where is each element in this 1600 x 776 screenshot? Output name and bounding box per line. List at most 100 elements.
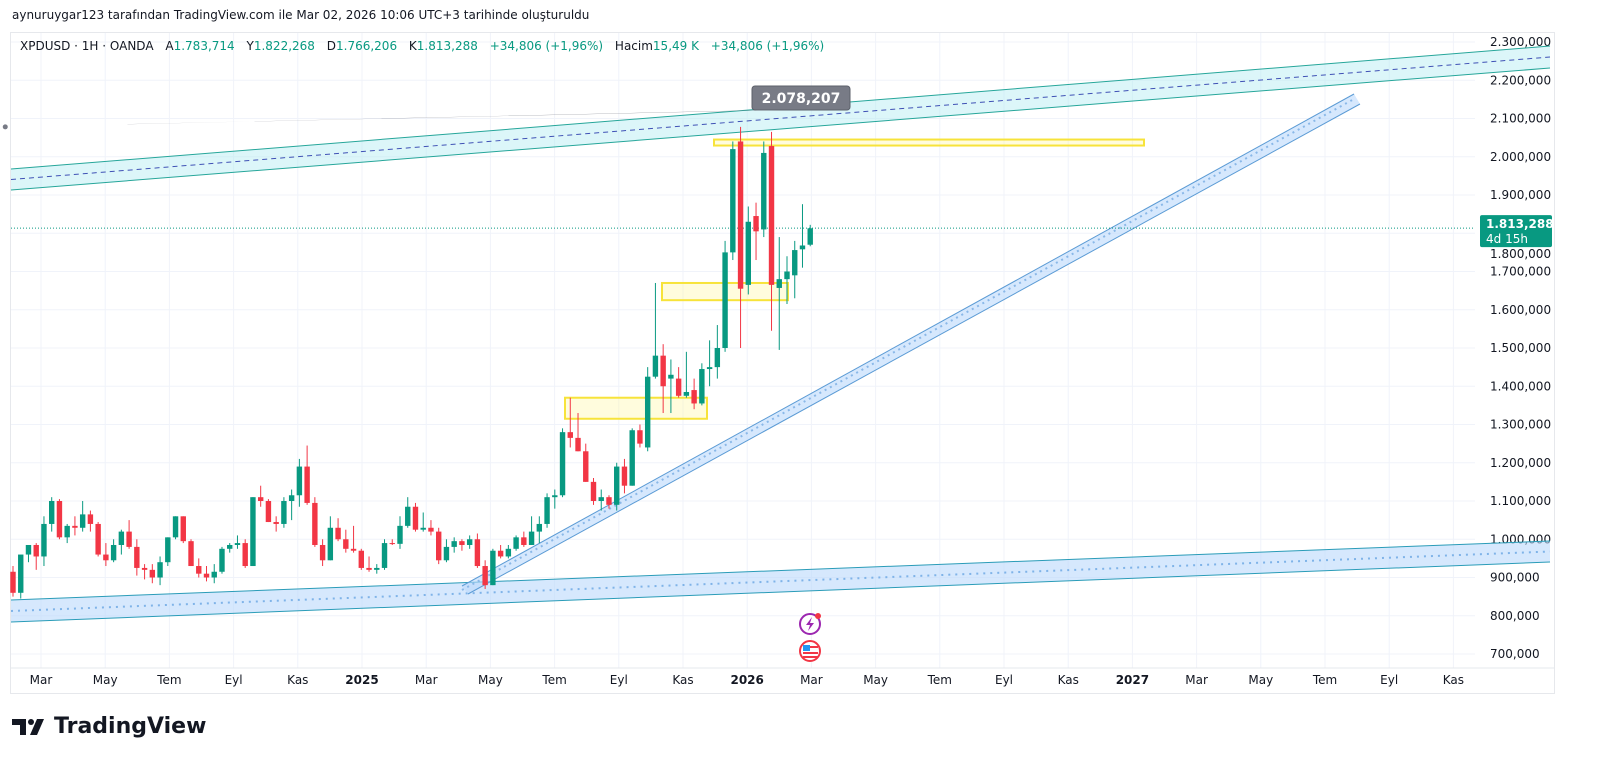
price-axis-label: 1.300,000	[1490, 418, 1551, 432]
candle-down	[567, 397, 573, 448]
candle-up	[397, 516, 403, 549]
candle-body	[544, 497, 550, 524]
candle-down	[660, 344, 666, 414]
price-callout: 2.078,207	[2, 85, 851, 130]
candle-down	[366, 556, 372, 572]
candle-down	[335, 518, 341, 542]
candle-body	[103, 554, 109, 561]
chart-frame	[10, 32, 1555, 694]
us-flag-event-icon[interactable]	[799, 640, 821, 662]
candle-body	[668, 374, 674, 379]
callout-box	[751, 85, 851, 111]
candle-up	[683, 351, 690, 398]
candle-down	[389, 539, 395, 545]
price-axis-label: 1.200,000	[1490, 456, 1551, 470]
price-axis-label: 2.000,000	[1490, 150, 1551, 164]
candle-down	[737, 126, 744, 348]
candle-body	[350, 548, 357, 551]
candle-down	[72, 516, 78, 536]
candle-up	[157, 556, 163, 586]
countdown-timer: 4d 15h	[1486, 232, 1528, 246]
top-parallel-channel-lower-line	[10, 67, 1551, 191]
candle-body	[428, 527, 434, 532]
candle-body	[675, 378, 682, 396]
candle-body	[227, 544, 233, 549]
legend-volume-label: Hacim	[614, 39, 653, 53]
candle-down	[583, 443, 589, 482]
candle-up	[41, 516, 47, 567]
time-axis-label: Kas	[672, 673, 693, 687]
candle-body	[288, 495, 295, 501]
candle-body	[482, 566, 488, 586]
candle-down	[180, 516, 186, 544]
candle-down	[343, 529, 349, 553]
legend-volume-change: +34,806 (+1,96%)	[710, 39, 825, 53]
candle-down	[606, 495, 612, 509]
candle-down	[134, 539, 140, 576]
candle-up	[776, 237, 782, 350]
candle-down	[459, 539, 465, 551]
candles	[10, 126, 813, 599]
supply-demand-zone	[713, 138, 1145, 147]
candle-body	[64, 525, 70, 538]
candle-down	[637, 424, 643, 448]
candle-body	[552, 495, 558, 498]
candle-body	[25, 544, 32, 555]
candle-body	[389, 543, 395, 545]
rising-channel-lower-line	[467, 103, 1361, 595]
time-axis-label: Eyl	[995, 673, 1013, 687]
callout-anchor	[2, 124, 8, 130]
candle-body	[784, 271, 790, 280]
candle-up	[219, 546, 225, 574]
candle-down	[33, 543, 39, 570]
candle-down	[257, 485, 264, 507]
candle-body	[559, 432, 566, 496]
candle-up	[544, 493, 550, 528]
candle-up	[49, 497, 55, 532]
candle-up	[536, 516, 543, 544]
candle-body	[211, 571, 217, 578]
bottom-parallel-channel-lower-line	[10, 561, 1551, 623]
candle-up	[629, 428, 635, 486]
tradingview-logo[interactable]: TradingView	[12, 714, 206, 739]
candle-up	[281, 497, 287, 528]
bottom-parallel-channel	[10, 540, 1551, 623]
legend-close: 1.813,288	[416, 39, 478, 53]
candle-down	[203, 566, 210, 582]
candle-body	[466, 539, 473, 545]
legend-symbol[interactable]: XPDUSD · 1H · OANDA	[20, 39, 154, 53]
time-axis-label: Eyl	[225, 673, 243, 687]
candle-up	[420, 512, 426, 532]
candle-up	[490, 548, 496, 586]
candle-up	[165, 537, 171, 567]
candle-body	[807, 228, 813, 245]
top-parallel-channel-fill	[11, 46, 1550, 190]
candle-body	[575, 437, 581, 452]
candle-body	[637, 430, 643, 444]
candle-down	[436, 527, 442, 565]
candle-body	[234, 543, 241, 545]
candle-body	[598, 497, 604, 501]
candle-down	[358, 548, 364, 570]
candle-down	[691, 378, 697, 410]
candle-body	[583, 451, 589, 482]
candle-body	[242, 543, 248, 567]
price-axis-label: 1.400,000	[1490, 379, 1551, 393]
candle-up	[706, 340, 713, 387]
candle-down	[474, 533, 481, 568]
candle-up	[64, 523, 70, 544]
candle-down	[497, 544, 504, 559]
price-axis-label: 1.800,000	[1490, 247, 1551, 261]
candle-body	[412, 506, 419, 530]
candle-body	[157, 562, 163, 578]
candle-body	[366, 567, 372, 570]
candle-down	[428, 520, 434, 536]
candle-down	[521, 531, 527, 547]
brand-name: TradingView	[54, 714, 207, 739]
candle-up	[443, 539, 450, 563]
candle-up	[799, 204, 806, 268]
time-axis-label: May	[1248, 673, 1273, 687]
candle-up	[374, 564, 380, 574]
